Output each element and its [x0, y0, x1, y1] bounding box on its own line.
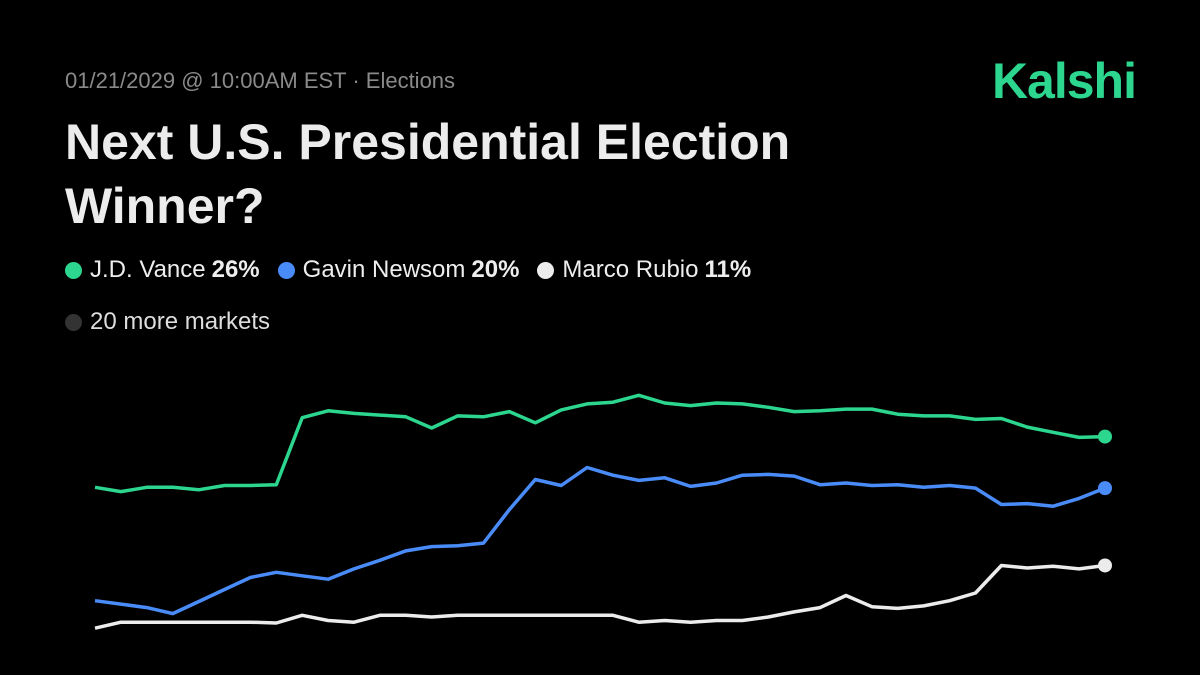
- legend-item: J.D. Vance 26%: [65, 256, 260, 284]
- legend-value: 11%: [704, 256, 752, 283]
- legend-item: Marco Rubio 11%: [537, 256, 751, 284]
- legend-value: 26%: [211, 256, 260, 283]
- legend-label: J.D. Vance: [90, 256, 206, 283]
- line: [94, 465, 1106, 616]
- legend: J.D. Vance 26% Gavin Newsom 20% Marco Rubio 1…: [65, 256, 751, 284]
- line: [94, 393, 1106, 494]
- more-label: 20 more markets: [90, 308, 271, 335]
- brand-logo: Kalshi: [991, 53, 1137, 109]
- end-dot: [1098, 429, 1112, 444]
- chart-title: Next U.S. Presidential Election Winner?: [65, 114, 791, 234]
- legend-value: 20%: [471, 256, 520, 283]
- line: [94, 563, 1106, 630]
- legend-dot: [65, 261, 82, 279]
- end-dot: [1098, 481, 1112, 496]
- more-markets[interactable]: 20 more markets: [65, 308, 270, 336]
- legend-label: Marco Rubio: [562, 256, 699, 283]
- legend-label: Gavin Newsom: [302, 256, 466, 283]
- date-line: 01/21/2029 @ 10:00AM EST · Elections: [65, 68, 456, 93]
- legend-dot: [537, 261, 555, 279]
- legend-dot: [277, 261, 295, 279]
- more-dot: [65, 313, 82, 331]
- end-dot: [1098, 558, 1112, 573]
- legend-item: Gavin Newsom 20%: [277, 256, 520, 284]
